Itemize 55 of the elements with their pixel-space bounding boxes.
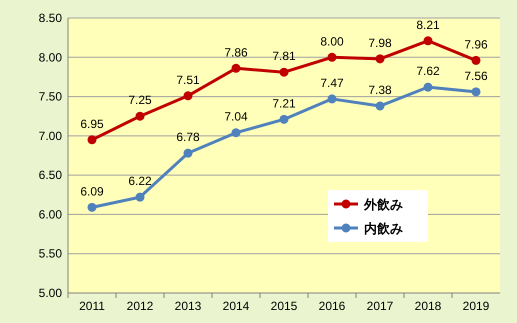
data-label: 7.81 xyxy=(272,49,296,64)
point xyxy=(424,36,432,46)
x-tick-label: 2017 xyxy=(366,299,394,313)
y-tick-label: 6.50 xyxy=(38,168,62,182)
point xyxy=(328,52,336,62)
x-tick-label: 2011 xyxy=(79,299,106,313)
point xyxy=(424,82,432,92)
x-tick-label: 2012 xyxy=(126,299,154,313)
data-label: 8.00 xyxy=(320,34,344,48)
point xyxy=(232,64,240,73)
data-label: 7.96 xyxy=(464,37,488,52)
data-label: 7.38 xyxy=(368,83,392,97)
data-label: 6.95 xyxy=(80,116,104,131)
point xyxy=(136,112,144,121)
data-label: 7.04 xyxy=(224,110,248,124)
y-tick-label: 8.00 xyxy=(38,50,62,64)
y-tick-label: 5.50 xyxy=(38,246,62,261)
data-label: 6.22 xyxy=(128,174,152,188)
point xyxy=(328,94,336,104)
data-label: 7.56 xyxy=(464,68,488,83)
point xyxy=(280,114,288,124)
data-label: 7.25 xyxy=(128,93,152,108)
point xyxy=(88,202,96,212)
x-tick-label: 2015 xyxy=(270,299,298,313)
x-tick-label: 2019 xyxy=(462,299,490,313)
legend-label: 外飲み xyxy=(363,197,403,212)
point xyxy=(136,192,144,202)
y-tick-label: 8.50 xyxy=(38,11,62,25)
data-label: 6.78 xyxy=(176,130,200,144)
data-label: 6.09 xyxy=(80,184,104,198)
data-label: 7.62 xyxy=(416,64,440,78)
point xyxy=(376,102,384,110)
point xyxy=(184,148,192,158)
y-tick-label: 5.00 xyxy=(38,286,62,300)
point xyxy=(376,54,384,64)
data-label: 8.21 xyxy=(416,18,440,32)
point xyxy=(280,68,288,77)
y-tick-label: 7.50 xyxy=(38,90,62,104)
data-label: 7.21 xyxy=(272,96,296,110)
point xyxy=(184,91,192,100)
point xyxy=(472,56,480,65)
point xyxy=(472,87,480,96)
y-tick-label: 6.00 xyxy=(38,207,62,222)
y-tick-label: 7.00 xyxy=(38,128,62,143)
x-tick-label: 2013 xyxy=(174,299,202,313)
data-label: 7.51 xyxy=(176,72,200,87)
x-tick-label: 2016 xyxy=(318,299,346,313)
data-label: 7.47 xyxy=(320,76,344,90)
x-tick-label: 2018 xyxy=(414,299,442,313)
legend-label: 内飲み xyxy=(364,221,403,236)
data-label: 7.98 xyxy=(368,36,392,50)
data-label: 7.86 xyxy=(224,45,248,60)
point xyxy=(88,135,96,144)
x-tick-label: 2014 xyxy=(222,299,250,313)
point xyxy=(232,128,240,138)
